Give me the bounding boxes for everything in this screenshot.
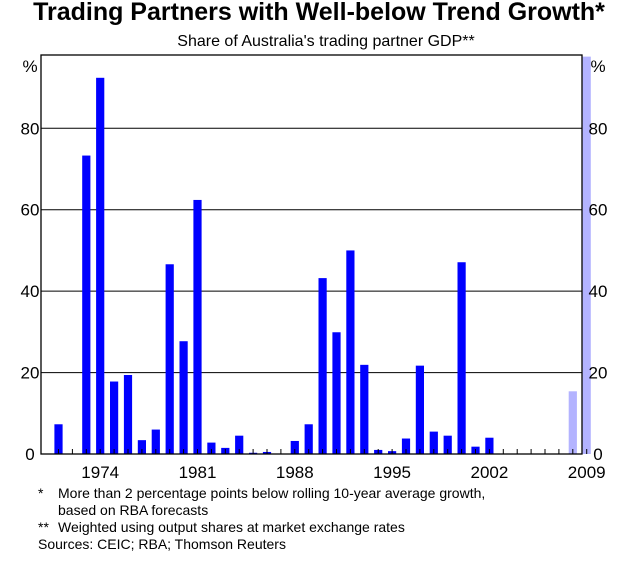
chart-title: Trading Partners with Well-below Trend G… [33,0,605,26]
y-tick-left-60: 60 [21,201,40,220]
y-axis: 0 0 20 20 40 40 60 60 80 80 [21,119,608,464]
bar-actual-1974 [96,77,105,455]
x-tick-label-1981: 1981 [179,463,217,482]
bar-actual-1990 [318,278,327,454]
bar-actual-1977 [137,440,146,454]
y-unit-left: % [22,57,37,76]
bar-actual-1997 [415,365,424,454]
bar-actual-1988 [290,440,299,454]
bar-actual-1975 [110,381,119,454]
y-tick-right-20: 20 [589,364,608,383]
frame-border [40,54,583,455]
bar-actual-1991 [332,332,341,454]
bar-actual-1999 [443,435,452,454]
bar-actual-1971 [54,424,63,454]
x-tick-label-2002: 2002 [470,463,508,482]
bar-actual-2000 [457,262,466,454]
footnote-star-mark: * [38,485,44,501]
x-tick-label-1995: 1995 [373,463,411,482]
bar-actual-1989 [304,424,313,454]
y-tick-left-0: 0 [25,445,34,464]
plot-frame [40,54,583,455]
bar-actual-1984 [235,435,244,454]
footnotes: * More than 2 percentage points below ro… [38,485,638,553]
bar-actual-2002 [485,437,494,454]
bar-actual-1979 [165,264,174,454]
y-tick-right-60: 60 [589,201,608,220]
bar-actual-1996 [401,438,411,454]
x-tick-label-1988: 1988 [276,463,314,482]
bar-forecast-2008 [568,391,577,454]
bar-actual-1976 [123,375,133,454]
bar-actual-1992 [346,250,355,454]
footnote-star-line2: based on RBA forecasts [58,502,209,518]
y-tick-right-0: 0 [593,445,602,464]
y-tick-left-80: 80 [21,119,40,138]
footnote-double-star-text: Weighted using output shares at market e… [58,519,405,535]
sources: Sources: CEIC; RBA; Thomson Reuters [38,536,286,552]
footnote-star-line1: More than 2 percentage points below roll… [58,485,486,501]
bar-forecast-2009 [582,56,591,454]
x-tick-label-2009: 2009 [568,463,606,482]
chart-subtitle: Share of Australia's trading partner GDP… [177,33,474,50]
bar-actual-1998 [429,431,438,454]
bar-actual-1981 [193,199,202,454]
x-axis: 1974 1981 1988 1995 2002 2009 [58,449,606,482]
bar-actual-1993 [360,364,369,454]
bar-actual-1980 [179,341,188,454]
y-tick-right-40: 40 [589,282,608,301]
gridlines [41,127,582,374]
bars [54,56,591,455]
bar-actual-1982 [207,442,216,454]
footnote-double-star-mark: ** [38,519,49,535]
bar-actual-1973 [82,155,91,454]
bar-actual-1978 [151,429,160,454]
y-tick-left-20: 20 [21,364,40,383]
y-unit-right: % [590,57,605,76]
y-tick-right-80: 80 [589,119,608,138]
y-tick-left-40: 40 [21,282,40,301]
x-tick-label-1974: 1974 [81,463,119,482]
